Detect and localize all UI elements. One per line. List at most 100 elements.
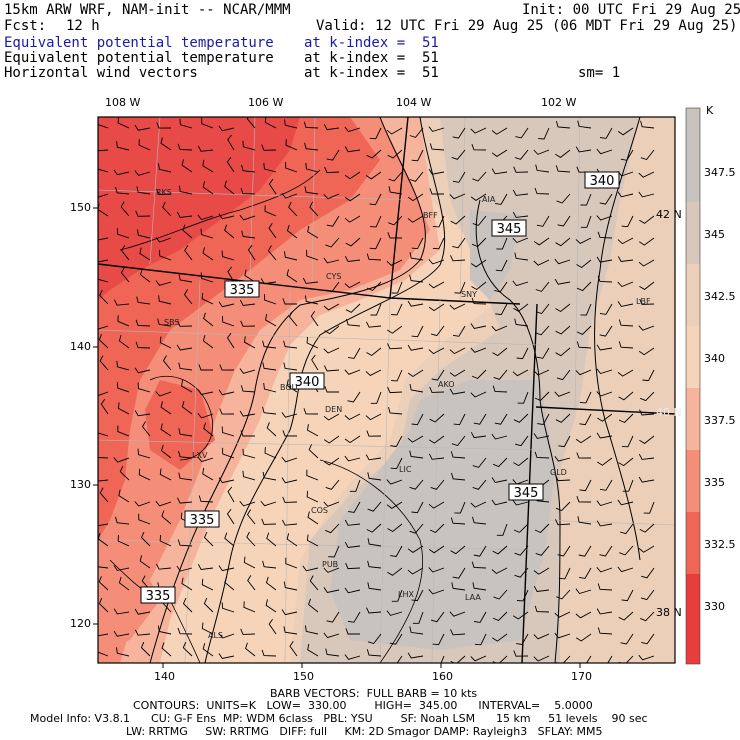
wind-barb: [366, 523, 382, 533]
wind-barb: [533, 369, 550, 376]
wind-barb: [619, 655, 634, 663]
wind-barb: [302, 277, 319, 284]
wind-barb: [617, 566, 634, 573]
wind-barb: [514, 149, 529, 160]
station-aia: AIA: [482, 195, 496, 204]
wind-barb: [554, 611, 571, 618]
wind-barb: [599, 193, 613, 205]
wind-barb: [224, 576, 235, 591]
wind-barb: [282, 430, 298, 437]
wind-barb: [113, 630, 130, 637]
field-1-name: Equivalent potential temperature: [4, 35, 274, 51]
wind-barb: [134, 367, 151, 374]
wind-barb: [203, 597, 214, 613]
station-cys: CYS: [326, 272, 341, 281]
wind-barb: [178, 274, 193, 283]
wind-barb: [262, 560, 277, 569]
wind-barb: [240, 628, 256, 635]
wind-barb: [182, 642, 193, 657]
wind-barb: [409, 252, 424, 261]
x-tick-label: 160: [432, 670, 453, 683]
wind-barb: [618, 413, 634, 424]
colorbar-label: 347.5: [704, 166, 736, 179]
contour-label: 345: [497, 222, 522, 237]
wind-barb: [370, 303, 382, 316]
wind-barb: [429, 188, 444, 195]
wind-barb: [639, 281, 655, 290]
wind-barb: [262, 362, 277, 371]
wind-barb: [533, 149, 550, 155]
wind-barb: [323, 257, 340, 264]
wind-barb: [639, 215, 655, 224]
wind-barb: [450, 517, 466, 525]
wind-barb: [366, 430, 382, 437]
wind-barb: [281, 456, 298, 463]
wind-barb: [304, 142, 319, 151]
wind-barb: [98, 193, 109, 198]
wind-barb: [430, 611, 445, 623]
wind-barb: [513, 650, 529, 657]
lat-label: 38 N: [656, 606, 682, 619]
wind-barb: [639, 523, 655, 533]
wind-barb: [284, 251, 298, 261]
wind-barb: [621, 435, 634, 448]
wind-barb: [113, 169, 130, 176]
wind-barb: [218, 633, 235, 639]
wind-barb: [247, 575, 256, 591]
wind-barb: [323, 193, 340, 200]
wind-barb: [454, 501, 466, 514]
wind-barb: [227, 134, 235, 151]
wind-barb: [155, 500, 172, 507]
wind-barb: [495, 303, 508, 316]
colorbar-label: 340: [704, 352, 725, 365]
wind-barb: [226, 508, 235, 525]
x-tick-label: 150: [293, 670, 314, 683]
station-ako: AKO: [438, 380, 455, 389]
wind-barb: [241, 164, 256, 173]
wind-barb: [178, 362, 193, 371]
wind-barb: [617, 281, 634, 288]
wind-barb: [160, 423, 172, 437]
wind-barb: [286, 533, 298, 547]
wind-barb: [178, 428, 193, 437]
wind-barb: [134, 410, 151, 417]
wind-barb: [135, 319, 151, 327]
wind-barb: [391, 369, 403, 382]
wind-barb: [638, 347, 655, 356]
station-lxv: LXV: [192, 451, 208, 460]
wind-barb: [471, 297, 487, 305]
wind-barb: [221, 426, 235, 437]
wind-barb: [137, 448, 151, 459]
wind-barb: [139, 247, 151, 261]
wind-barb: [323, 124, 340, 131]
wind-barb: [283, 362, 298, 371]
colorbar: [685, 107, 701, 665]
wind-barb: [181, 577, 193, 591]
station-labels: RKS BFF AIA CYS SNY LBF SBS BOU DEN AKO …: [156, 188, 651, 640]
wind-barb: [99, 355, 109, 371]
wind-barb: [283, 340, 298, 349]
valid-time: Valid: 12 UTC Fri 29 Aug 25 (06 MDT Fri …: [316, 18, 738, 34]
station-cos: COS: [311, 506, 328, 515]
wind-barb: [118, 334, 130, 349]
wind-barb: [390, 457, 403, 470]
wind-barb: [266, 422, 277, 437]
wind-barb: [240, 320, 256, 327]
wind-barb: [596, 215, 613, 221]
wind-barb: [137, 382, 151, 393]
wind-barb: [512, 211, 529, 218]
wind-barb: [514, 545, 529, 556]
wind-barb: [244, 269, 256, 283]
wind-barb: [120, 267, 130, 283]
wind-barb: [450, 545, 466, 555]
colorbar-label: 332.5: [704, 538, 736, 551]
wind-barb: [242, 448, 256, 459]
wind-barb: [99, 289, 109, 305]
wind-barb: [344, 126, 361, 133]
wind-barb: [345, 562, 361, 570]
wind-barb: [286, 379, 298, 393]
wind-barb: [388, 186, 403, 195]
wind-barb: [116, 228, 130, 239]
wind-barb: [535, 303, 550, 315]
wind-barb: [197, 214, 214, 221]
